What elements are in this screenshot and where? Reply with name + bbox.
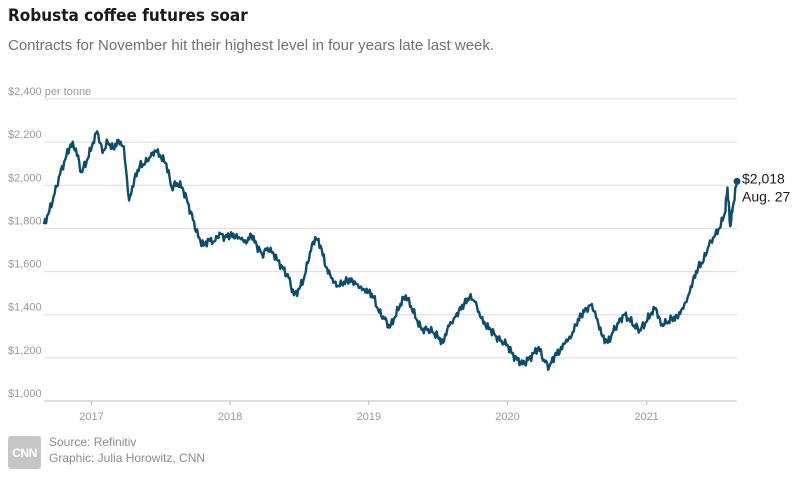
end-point-marker — [733, 177, 741, 185]
y-tick-label: $1,200 — [8, 345, 42, 357]
y-tick-label: $1,800 — [8, 215, 42, 227]
x-tick-label: 2018 — [218, 411, 242, 423]
series-line — [42, 130, 739, 371]
x-tick-label: 2020 — [495, 411, 519, 423]
source-credit: Source: Refinitiv — [49, 435, 137, 449]
y-axis-ticks: $1,000 $1,200 $1,400 $1,600 $1,800 $2,000 $2,2… — [8, 86, 91, 400]
x-axis-ticks: 2017 2018 2019 2020 2021 — [79, 401, 659, 423]
x-tick-label: 2021 — [634, 411, 658, 423]
chart-subtitle: Contracts for November hit their highest… — [8, 37, 495, 54]
y-tick-label: $1,600 — [8, 259, 42, 271]
end-date-label: Aug. 27 — [742, 188, 790, 204]
credits: Source: Refinitiv Graphic: Julia Horowit… — [49, 434, 205, 466]
y-tick-label: $2,200 — [8, 129, 42, 141]
end-value-label: $2,018 — [742, 170, 785, 186]
y-tick-label: $1,400 — [8, 302, 42, 314]
x-tick-label: 2019 — [357, 411, 381, 423]
x-tick-label: 2017 — [79, 411, 103, 423]
graphic-credit: Graphic: Julia Horowitz, CNN — [49, 451, 206, 465]
y-tick-label: $2,000 — [8, 172, 42, 184]
gridlines — [44, 98, 737, 359]
y-tick-label: $1,000 — [8, 388, 42, 400]
y-tick-label: $2,400 per tonne — [8, 86, 91, 98]
footer: CNN Source: Refinitiv Graphic: Julia Hor… — [8, 434, 205, 469]
cnn-logo: CNN — [8, 436, 41, 469]
chart-title: Robusta coffee futures soar — [8, 6, 248, 26]
